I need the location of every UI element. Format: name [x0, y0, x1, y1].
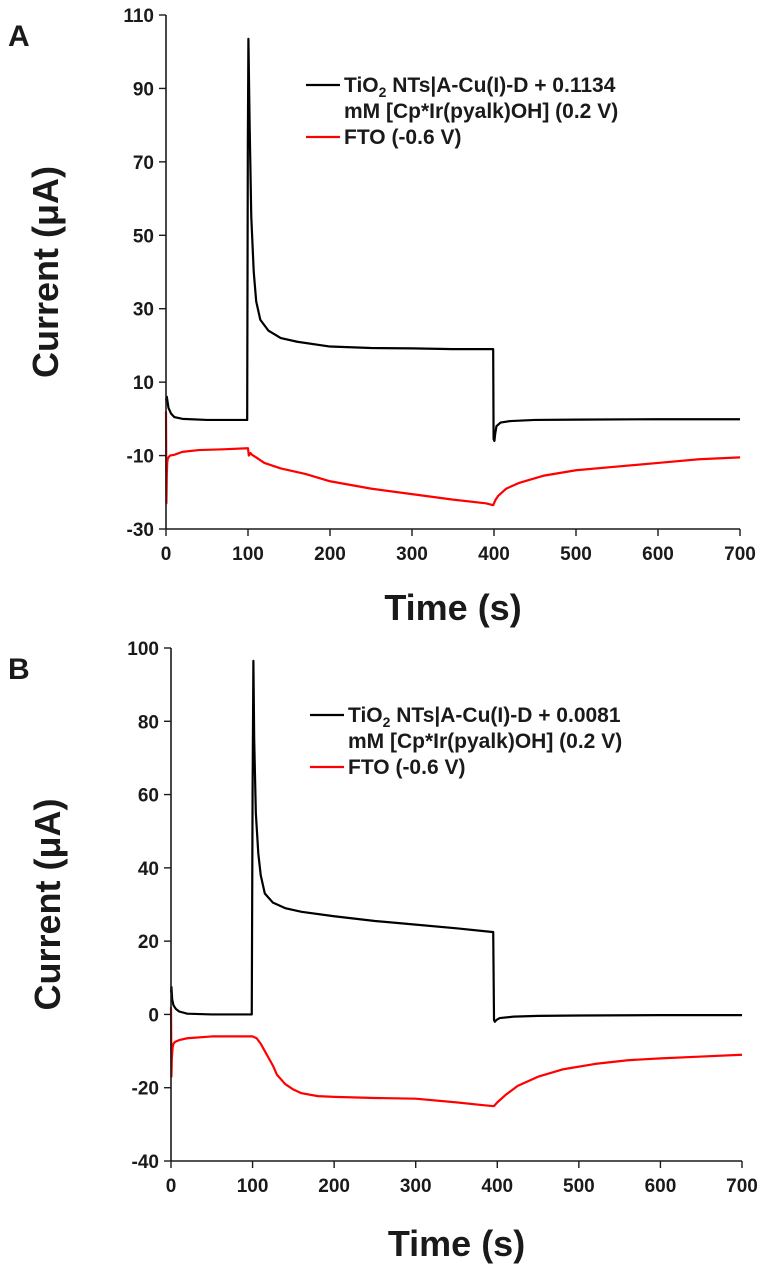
- chart-b-y-tick-label: 40: [138, 859, 159, 880]
- chart-a-x-axis-label: Time (s): [384, 587, 521, 628]
- chart-b-x-tick-label: 400: [481, 1176, 513, 1197]
- chart-b-y-tick-label: 20: [138, 932, 159, 953]
- chart-b-series-1-line: [169, 659, 742, 1023]
- chart-a-x-tick-label: 500: [560, 544, 592, 565]
- chart-a-x-tick-label: 100: [232, 544, 264, 565]
- chart-a-series-2-line: [164, 411, 741, 507]
- chart-a-y-axis-label: Current (μA): [25, 166, 66, 378]
- panel-label-a: A: [8, 20, 30, 53]
- chart-b-x-tick-label: 0: [166, 1176, 177, 1197]
- chart-a-y-tick-label: 10: [133, 373, 154, 394]
- chart-a-x-tick-label: 200: [314, 544, 346, 565]
- chart-b-y-tick-label: -40: [132, 1152, 159, 1173]
- chart-a-x-tick-label: 700: [724, 544, 756, 565]
- chart-b-y-tick-label: 100: [127, 639, 159, 660]
- chart-a-legend-entry-1: TiO2 NTs|A-Cu(I)-D + 0.1134: [344, 74, 616, 100]
- chart-a-y-tick-label: -10: [127, 447, 154, 468]
- chart-b-series-2-line: [169, 1007, 743, 1108]
- chart-b-x-tick-label: 300: [400, 1176, 432, 1197]
- chart-a-y-tick-label: 30: [133, 300, 154, 321]
- chart-a-y-tick-label: -30: [127, 520, 154, 541]
- chart-b-y-tick-label: 80: [138, 712, 159, 733]
- chart-b-legend-entry-1: TiO2 NTs|A-Cu(I)-D + 0.0081: [348, 704, 621, 730]
- chart-b: -40 -20 0 20 40 60 80 100 0 100 200 300 400 500 600 700…: [27, 639, 758, 1264]
- chart-b-y-axis-label: Current (μA): [27, 798, 68, 1010]
- chart-b-x-tick-label: 600: [645, 1176, 677, 1197]
- chart-b-y-tick-label: -20: [132, 1079, 159, 1100]
- chart-a-legend-entry-1: mM [Cp*Ir(pyalk)OH] (0.2 V): [344, 100, 618, 123]
- chart-a-y-tick-label: 70: [133, 153, 154, 174]
- chart-a-x-tick-label: 0: [161, 544, 172, 565]
- chart-a-x-tick-label: 400: [478, 544, 510, 565]
- chart-b-x-axis-label: Time (s): [388, 1223, 525, 1264]
- chart-b-x-tick-label: 200: [318, 1176, 350, 1197]
- chart-b-x-tick-label: 100: [237, 1176, 269, 1197]
- chart-b-x-tick-label: 500: [563, 1176, 595, 1197]
- chart-a-series-1-line: [164, 37, 740, 442]
- chart-b-x-tick-label: 700: [726, 1176, 758, 1197]
- chart-b-legend-entry-1: mM [Cp*Ir(pyalk)OH] (0.2 V): [348, 730, 622, 753]
- chart-a-y-tick-label: 50: [133, 226, 154, 247]
- chart-a-legend-entry-2: FTO (-0.6 V): [344, 126, 461, 149]
- chart-b-y-tick-label: 0: [148, 1005, 159, 1026]
- chart-a-x-tick-label: 300: [396, 544, 428, 565]
- panel-label-b: B: [8, 653, 30, 686]
- chart-b-y-tick-label: 60: [138, 786, 159, 807]
- chart-a-y-tick-label: 90: [133, 79, 154, 100]
- chart-a: -30 -10 10 30 50 70 90 110 0 100 200 300 400 500 600 70…: [25, 6, 756, 628]
- chart-b-legend-entry-2: FTO (-0.6 V): [348, 756, 465, 779]
- chart-a-x-tick-label: 600: [642, 544, 674, 565]
- chart-a-y-tick-label: 110: [123, 6, 154, 27]
